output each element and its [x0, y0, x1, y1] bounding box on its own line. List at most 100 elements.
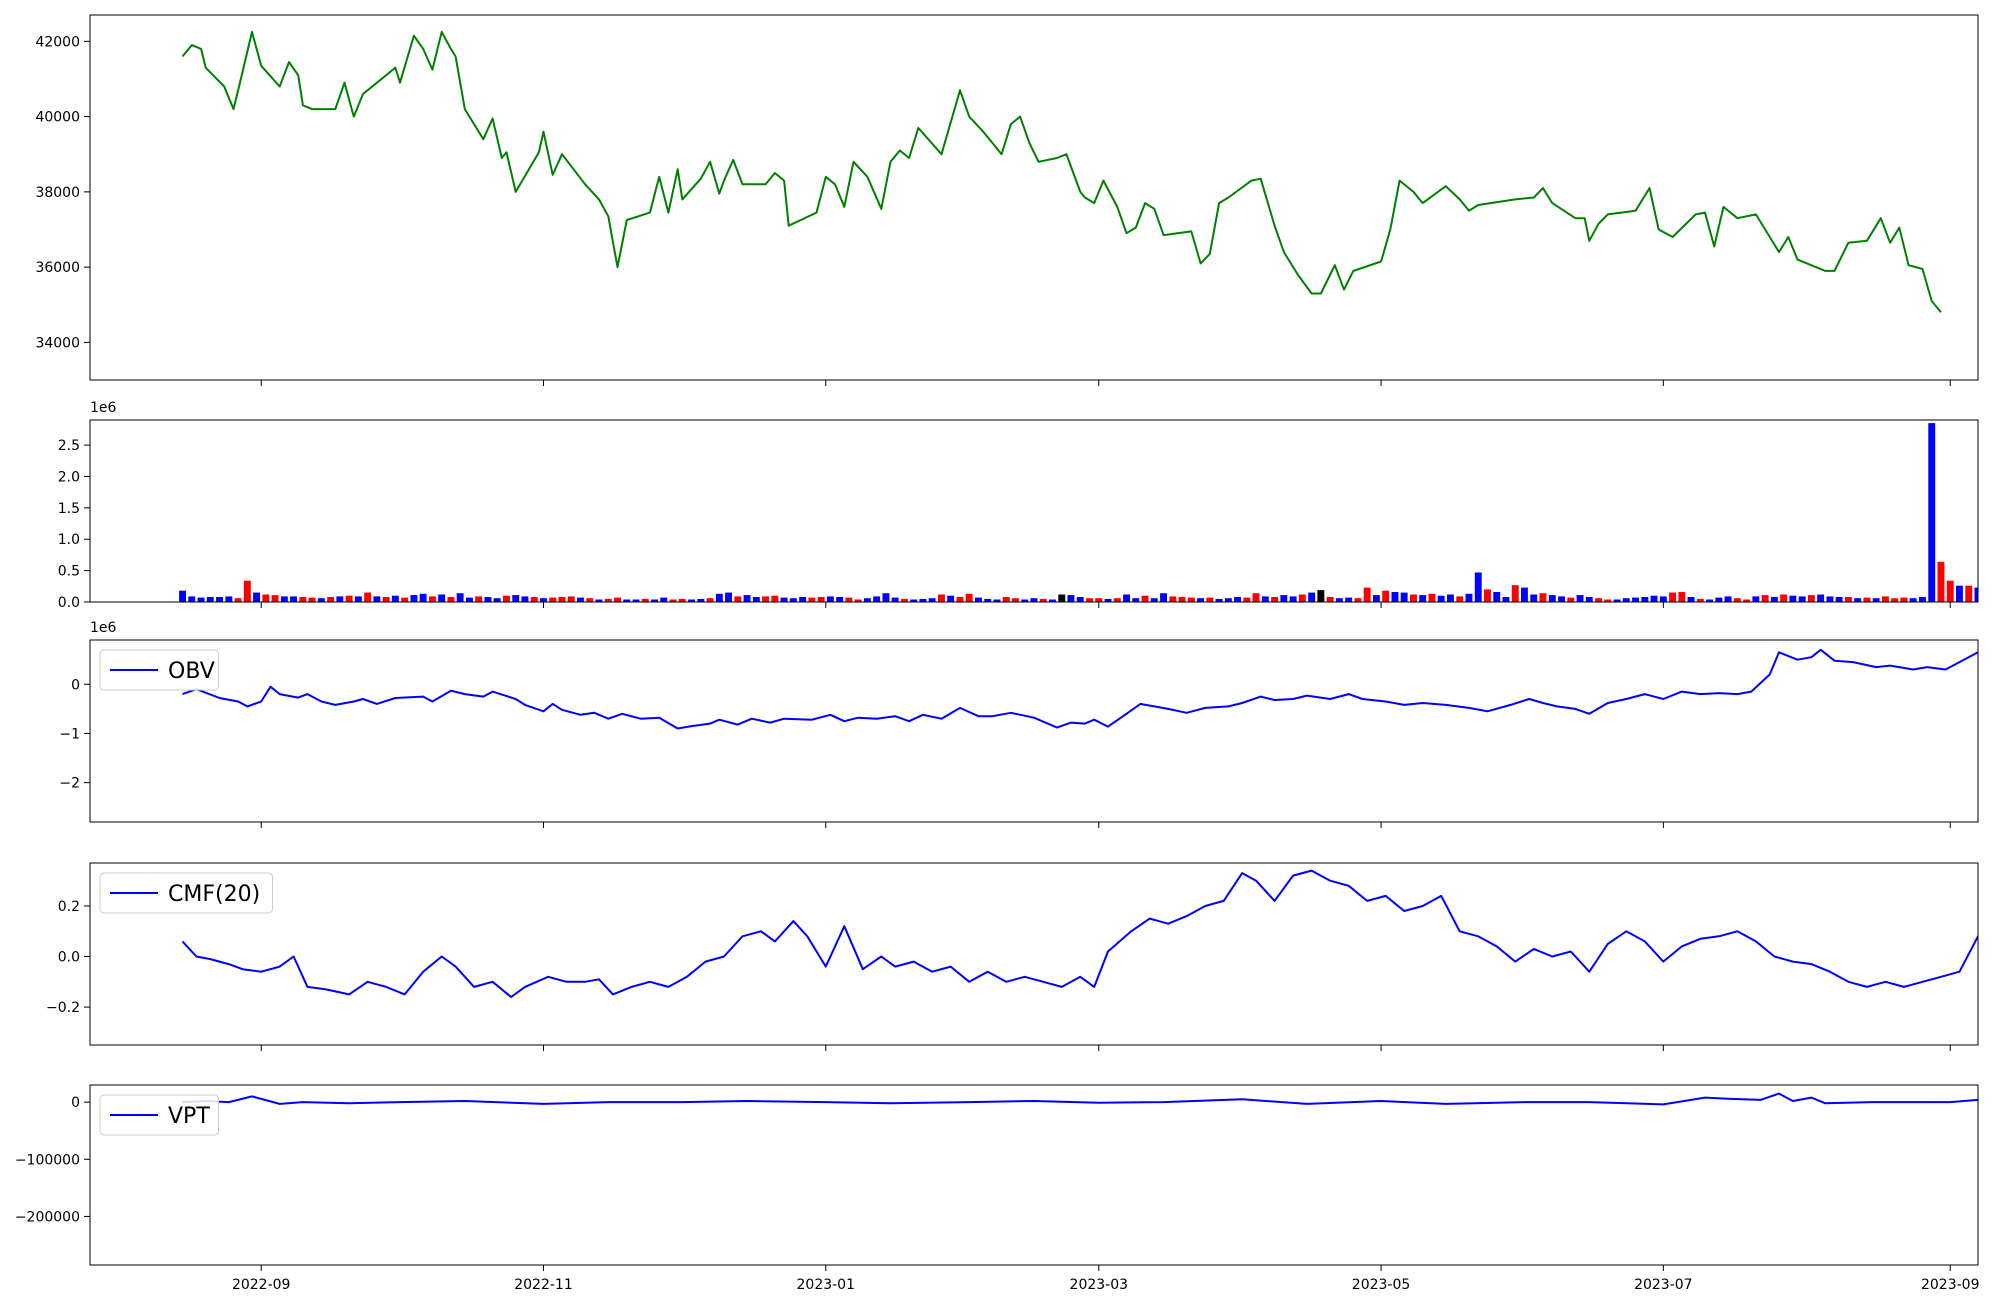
volume-bar	[789, 598, 797, 602]
volume-bar	[1447, 594, 1454, 602]
volume-bar	[1456, 596, 1464, 602]
volume-bar	[1965, 585, 1973, 602]
y-tick-label: −200000	[15, 1209, 80, 1225]
panel-volume: 0.0 0.5 1.0 1.5 2.0 2.5 1e6	[58, 400, 1979, 611]
volume-bar	[466, 597, 473, 602]
volume-bar	[623, 599, 631, 602]
volume-bar	[447, 597, 455, 602]
volume-bar	[308, 597, 316, 602]
volume-bar	[410, 595, 418, 602]
series-line-vpt	[182, 1092, 1978, 1106]
volume-bar	[1613, 599, 1621, 602]
volume-bar	[1086, 598, 1093, 602]
y-tick-label: 2.0	[58, 469, 80, 485]
volume-bar	[1289, 596, 1297, 602]
volume-bar	[1002, 597, 1010, 602]
volume-bar	[280, 596, 288, 602]
volume-bar	[1882, 596, 1889, 602]
volume-bar	[1215, 598, 1223, 602]
axes-frame	[89, 419, 1979, 603]
x-tick-label: 2023-03	[1070, 1277, 1129, 1293]
y-tick-label: 0.5	[58, 564, 80, 580]
volume-bar	[271, 595, 279, 602]
volume-bar	[382, 597, 390, 602]
volume-bar	[493, 598, 501, 602]
volume-bar	[1280, 595, 1288, 602]
volume-bar	[1687, 597, 1695, 602]
volume-bar	[863, 598, 871, 602]
panel-obv: −2 −1 0 1e6 OBV	[59, 620, 1979, 828]
volume-bar	[540, 598, 547, 602]
volume-bar	[521, 596, 529, 602]
y-tick-label: 0	[71, 1095, 80, 1111]
volume-bar	[1049, 599, 1056, 602]
volume-bar	[197, 597, 205, 602]
volume-bar	[419, 593, 427, 602]
volume-bar	[1345, 597, 1353, 602]
volume-bar	[1604, 599, 1612, 602]
volume-bar	[373, 596, 381, 602]
volume-bar	[1224, 598, 1232, 602]
volume-bar	[1067, 595, 1075, 602]
volume-bar	[549, 597, 557, 602]
volume-bar	[1039, 598, 1047, 602]
x-tick-label: 2022-11	[514, 1277, 573, 1293]
volume-bar	[1659, 596, 1667, 602]
volume-bar	[734, 596, 742, 602]
volume-bar	[1326, 597, 1334, 602]
axes-frame	[89, 862, 1979, 1046]
volume-bar	[1104, 598, 1112, 602]
volume-bar	[577, 597, 584, 602]
volume-bar	[743, 595, 751, 602]
volume-bar	[715, 593, 723, 602]
volume-bar	[1150, 598, 1158, 602]
volume-bar	[1761, 595, 1769, 602]
volume-bar	[1900, 597, 1908, 602]
volume-bar	[1197, 598, 1204, 602]
volume-bar	[1206, 597, 1214, 602]
legend-box	[99, 872, 273, 914]
volume-bar	[604, 598, 612, 602]
volume-bar	[188, 596, 196, 602]
volume-bar	[641, 598, 649, 602]
volume-bar	[632, 599, 640, 602]
volume-bar	[669, 599, 677, 602]
volume-bar	[956, 597, 964, 602]
volume-bar	[1335, 598, 1343, 602]
volume-bar	[1373, 595, 1380, 602]
volume-bar	[438, 594, 446, 602]
volume-bar	[290, 596, 297, 602]
volume-bar	[1567, 597, 1575, 602]
volume-bar	[216, 597, 223, 602]
plot-area	[182, 1092, 1978, 1106]
volume-bar	[558, 597, 566, 602]
volume-bar	[1909, 598, 1917, 602]
volume-bar	[1419, 595, 1427, 602]
volume-bar	[317, 598, 325, 602]
volume-bar	[1696, 598, 1704, 602]
volume-bar	[808, 597, 816, 602]
plot-area	[181, 30, 1942, 313]
volume-bar	[1770, 597, 1778, 602]
volume-bar	[965, 593, 973, 602]
series-line-obv	[182, 648, 1978, 730]
volume-bar	[456, 593, 464, 602]
volume-bar	[1511, 585, 1519, 602]
volume-bar	[762, 596, 769, 602]
volume-bar	[1012, 598, 1019, 602]
y-tick-label: −0.2	[46, 1000, 80, 1016]
volume-bar	[1493, 592, 1501, 602]
volume-bar	[947, 595, 955, 602]
volume-bar	[1928, 423, 1936, 602]
x-tick-label: 2022-09	[232, 1277, 291, 1293]
volume-bar	[1160, 593, 1167, 602]
y-tick-label: 0.0	[58, 950, 80, 966]
volume-bar	[1400, 592, 1408, 602]
volume-bar	[725, 592, 732, 602]
volume-bar	[1178, 597, 1186, 602]
volume-bar	[1919, 597, 1926, 602]
volume-bar	[614, 597, 621, 602]
volume-bar	[1308, 592, 1316, 602]
